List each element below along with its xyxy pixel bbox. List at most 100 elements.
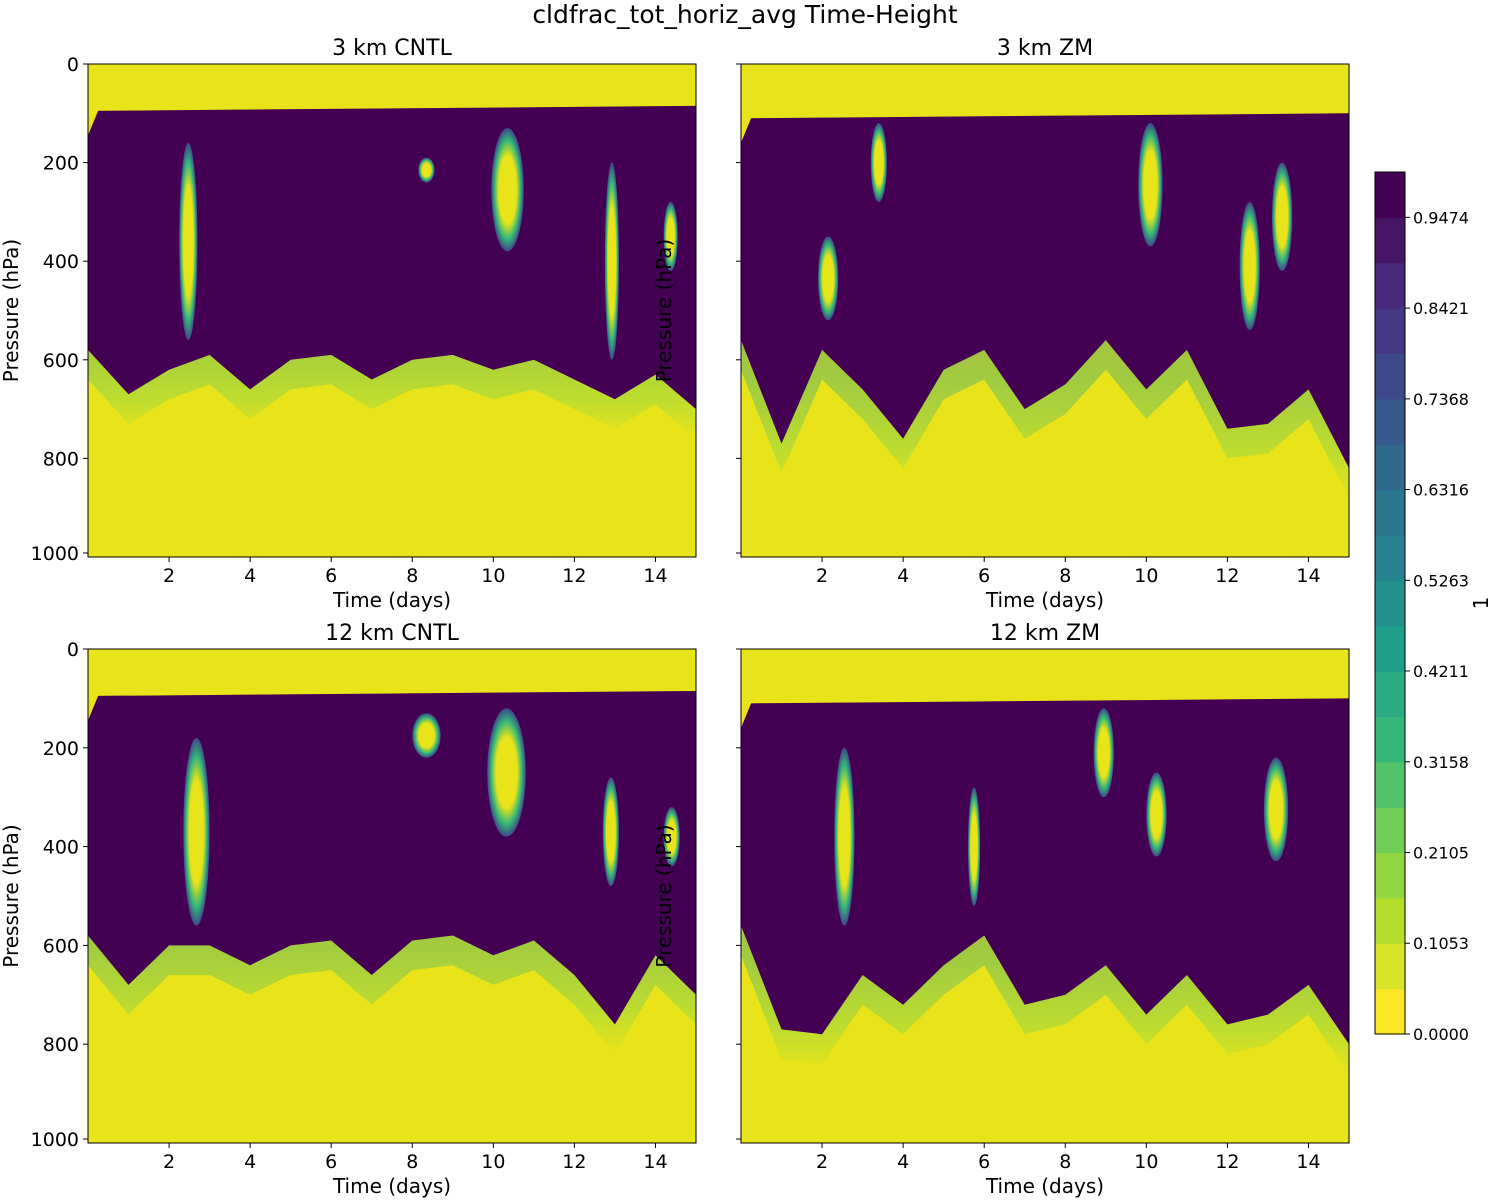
- colorbar-level: [1375, 852, 1405, 899]
- x-tick-label: 12: [1215, 1151, 1239, 1173]
- heatmap-area: [741, 64, 1349, 557]
- panels: 2 4 6 8 10 12 14 Time (days) 0 200 400 600 800 1000 Pr…: [0, 36, 1350, 1198]
- cloud-core: [88, 690, 696, 1025]
- x-tick-label: 8: [1059, 565, 1071, 587]
- clear-gap-2: [412, 713, 441, 758]
- y-axis-label: Pressure (hPa): [652, 824, 676, 967]
- colorbar-level: [1375, 353, 1405, 400]
- x-tick-label: 12: [562, 565, 586, 587]
- cloud-core: [741, 698, 1349, 1045]
- clear-gap-1: [183, 737, 210, 926]
- x-tick-label: 10: [1134, 1151, 1158, 1173]
- y-tick-label: 200: [43, 738, 79, 760]
- panel-1: 2 4 6 8 10 12 14 Time (days) 0 200 400 600 800 1000 Pr…: [0, 36, 697, 612]
- x-tick-label: 6: [325, 1151, 337, 1173]
- x-tick-label: 10: [481, 1151, 505, 1173]
- colorbar-level: [1375, 308, 1405, 355]
- x-tick-label: 6: [978, 565, 990, 587]
- x-tick-label: 12: [562, 1151, 586, 1173]
- x-tick-label: 2: [163, 1151, 175, 1173]
- y-tick-label: 1000: [31, 543, 79, 565]
- colorbar-tick-label: 0.7368: [1413, 390, 1469, 409]
- figure-title: cldfrac_tot_horiz_avg Time-Height: [532, 0, 958, 29]
- clear-gap-4: [604, 162, 619, 360]
- clear-gap-3: [1093, 708, 1114, 798]
- y-tick-label: 400: [43, 251, 79, 273]
- clear-gap-3: [491, 128, 524, 252]
- clear-gap-2: [418, 157, 435, 183]
- colorbar-tick-label: 0.1053: [1413, 934, 1469, 953]
- x-tick-label: 14: [643, 1151, 667, 1173]
- clear-gap-5: [1271, 162, 1293, 272]
- x-tick-label: 4: [897, 565, 909, 587]
- y-tick-label: 0: [67, 54, 79, 76]
- clear-gap-5: [663, 807, 680, 867]
- x-tick-label: 8: [1059, 1151, 1071, 1173]
- colorbar-tick-label: 0.6316: [1413, 481, 1469, 500]
- colorbar-level: [1375, 262, 1405, 309]
- y-tick-label: 800: [43, 448, 79, 470]
- panel-2: 2 4 6 8 10 12 14 Time (days) Pressure (hPa) 3 km …: [652, 36, 1350, 612]
- colorbar-tick-label: 0.2105: [1413, 844, 1469, 863]
- y-tick-label: 400: [43, 837, 79, 859]
- y-tick-label: 0: [67, 639, 79, 661]
- clear-gap-3: [487, 708, 526, 837]
- x-axis-label: Time (days): [985, 1174, 1104, 1198]
- x-axis-label: Time (days): [985, 588, 1104, 612]
- y-axis-label: Pressure (hPa): [652, 239, 676, 382]
- x-tick-label: 10: [481, 565, 505, 587]
- colorbar-level: [1375, 988, 1405, 1035]
- colorbar-level: [1375, 534, 1405, 581]
- clear-gap-1: [818, 236, 839, 321]
- clear-gap-2: [870, 123, 887, 203]
- x-tick-label: 10: [1134, 565, 1158, 587]
- x-tick-label: 12: [1215, 565, 1239, 587]
- y-axis-label: Pressure (hPa): [0, 239, 23, 382]
- colorbar-level: [1375, 398, 1405, 445]
- y-axis-label: Pressure (hPa): [0, 824, 23, 967]
- colorbar-tick-label: 0.9474: [1413, 208, 1469, 227]
- colorbar-tick-label: 0.5263: [1413, 571, 1469, 590]
- clear-gap-4: [602, 777, 619, 887]
- colorbar-level: [1375, 761, 1405, 808]
- cloud-core: [741, 113, 1349, 469]
- colorbar-label: 1: [1469, 597, 1493, 610]
- x-axis-label: Time (days): [332, 588, 451, 612]
- axes-frame: [740, 648, 1350, 1144]
- heatmap-area: [741, 649, 1349, 1143]
- axes-frame: [87, 648, 697, 1144]
- x-tick-label: 2: [163, 565, 175, 587]
- x-tick-label: 14: [1296, 565, 1320, 587]
- panel-title: 3 km ZM: [997, 36, 1093, 61]
- x-axis-label: Time (days): [332, 1174, 451, 1198]
- y-tick-label: 600: [43, 350, 79, 372]
- colorbar-level: [1375, 172, 1405, 218]
- heatmap-area: [88, 649, 696, 1143]
- clear-gap-4: [1239, 202, 1260, 331]
- x-tick-label: 8: [406, 1151, 418, 1173]
- clear-gap-2: [967, 787, 981, 906]
- axes-frame: [740, 63, 1350, 558]
- colorbar-level: [1375, 716, 1405, 763]
- colorbar-level: [1375, 807, 1405, 854]
- clear-gap-5: [1263, 757, 1289, 862]
- x-tick-label: 6: [325, 565, 337, 587]
- y-tick-label: 800: [43, 1034, 79, 1056]
- clear-gap-4: [1146, 772, 1167, 857]
- colorbar-tick-label: 0.3158: [1413, 753, 1469, 772]
- x-tick-label: 6: [978, 1151, 990, 1173]
- x-tick-label: 2: [816, 565, 828, 587]
- x-tick-label: 4: [897, 1151, 909, 1173]
- clear-gap-1: [834, 747, 855, 926]
- x-tick-label: 8: [406, 565, 418, 587]
- colorbar-level: [1375, 897, 1405, 944]
- axes-frame: [87, 63, 697, 558]
- panel-4: 2 4 6 8 10 12 14 Time (days) Pressure (hPa) 12 km…: [652, 621, 1350, 1198]
- colorbar-level: [1375, 625, 1405, 672]
- y-tick-label: 1000: [31, 1129, 79, 1151]
- panel-title: 12 km ZM: [990, 621, 1100, 646]
- clear-gap-3: [1138, 123, 1163, 247]
- y-tick-label: 200: [43, 153, 79, 175]
- colorbar-level: [1375, 943, 1405, 990]
